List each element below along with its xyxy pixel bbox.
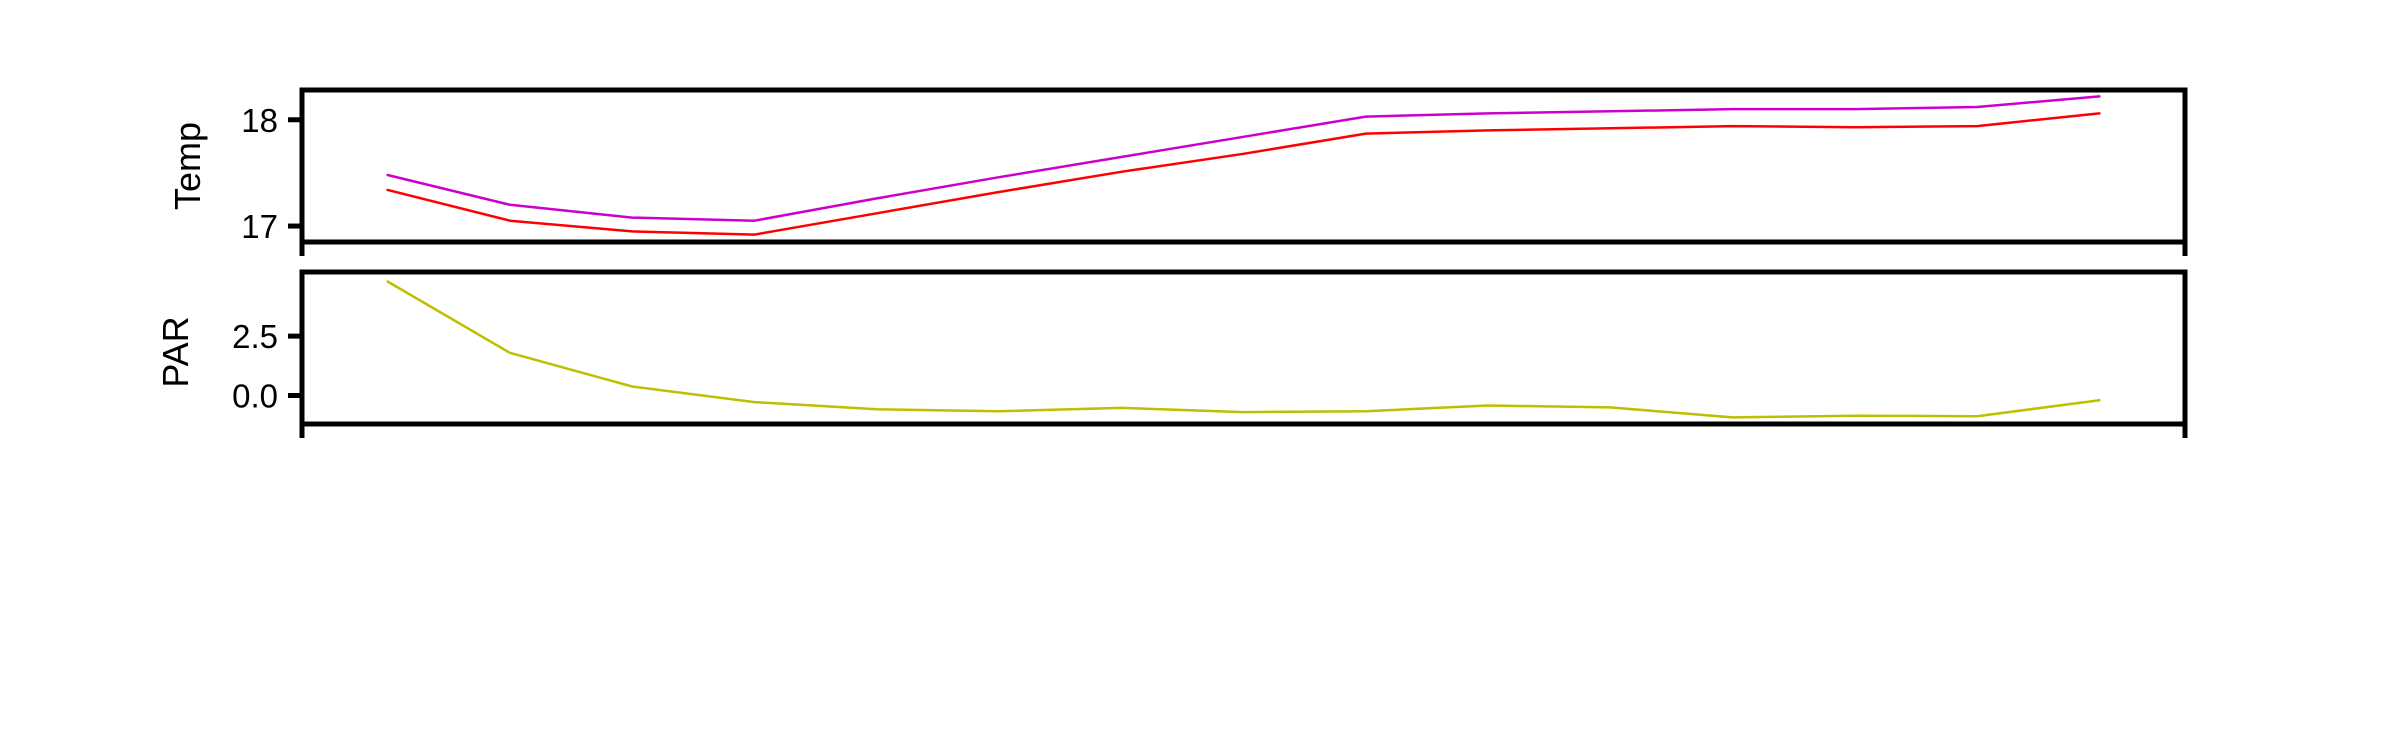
- par-y-tick-label-0: 0.0: [232, 378, 278, 415]
- temp-series-line-0: [386, 95, 2101, 222]
- temp-y-axis-title: Temp: [167, 122, 208, 210]
- temp-y-tick-label-0: 17: [241, 208, 278, 245]
- par-plot-frame: [299, 269, 2188, 427]
- temp-series-line-1: [386, 112, 2101, 236]
- temp-plot-frame: [299, 87, 2188, 245]
- par-y-ticks: 0.0 2.5: [232, 318, 302, 415]
- temp-series-lines: [386, 95, 2101, 236]
- par-series-line-0: [386, 280, 2101, 419]
- par-y-axis-title: PAR: [155, 316, 196, 387]
- par-panel: 0.0 2.5 PAR: [155, 269, 2188, 438]
- par-y-tick-label-1: 2.5: [232, 318, 278, 355]
- temp-y-tick-label-1: 18: [241, 102, 278, 139]
- par-series-lines: [386, 280, 2101, 419]
